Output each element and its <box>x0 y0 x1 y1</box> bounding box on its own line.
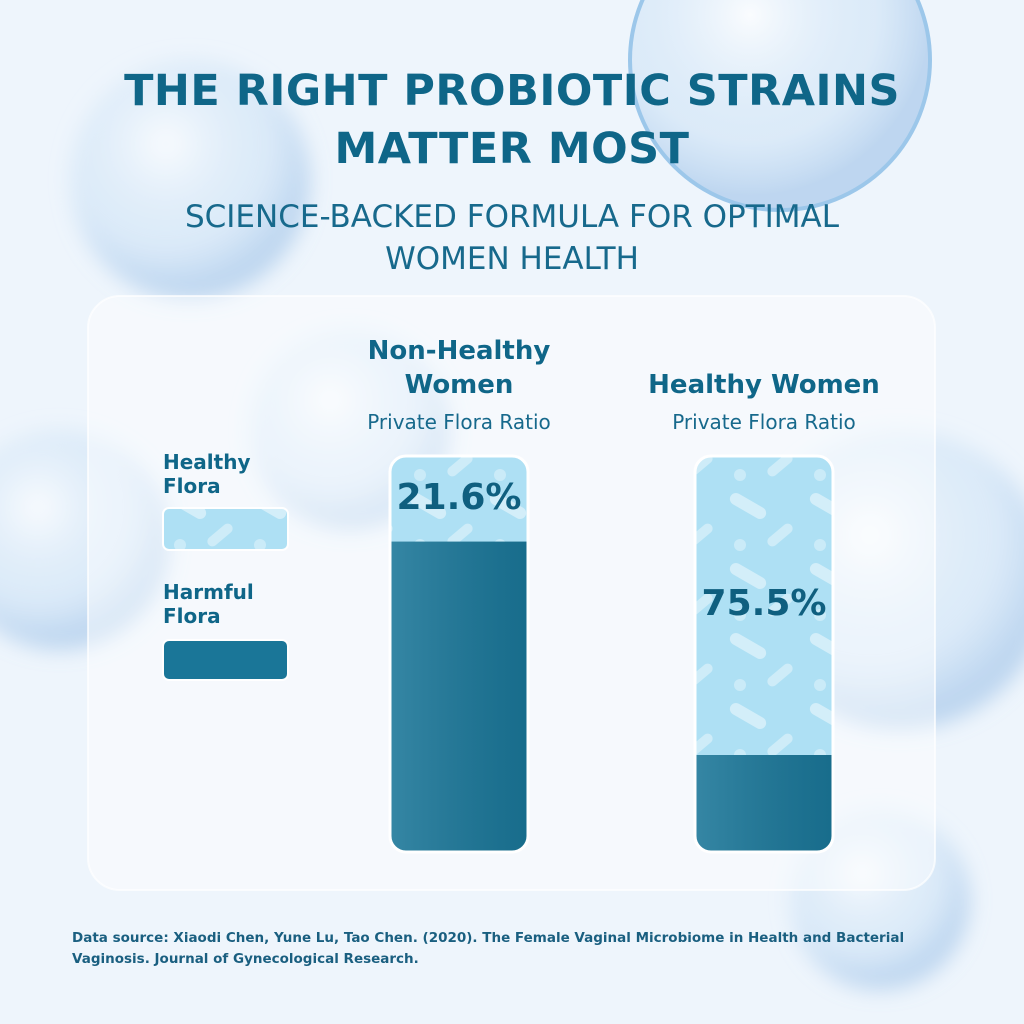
legend-texture <box>163 508 288 550</box>
category-subtitle: Private Flora Ratio <box>367 410 551 434</box>
segment-texture <box>695 456 833 755</box>
segment-texture <box>390 541 528 852</box>
bar-group <box>390 456 528 852</box>
legend-label: Harmful Flora <box>163 580 254 628</box>
subtitle: SCIENCE-BACKED FORMULA FOR OPTIMAL WOMEN… <box>184 199 840 277</box>
value-label: 21.6% <box>396 476 522 518</box>
value-label: 75.5% <box>701 583 827 625</box>
bar-outline <box>693 454 835 854</box>
legend-swatch <box>162 639 289 681</box>
bubble <box>628 0 932 212</box>
bar-outline <box>388 454 530 854</box>
bar-group <box>695 456 833 852</box>
source-note: Data source: Xiaodi Chen, Yune Lu, Tao C… <box>72 930 905 967</box>
category-subtitle: Private Flora Ratio <box>672 410 856 434</box>
segment-texture <box>695 754 833 852</box>
category-label: Non-Healthy Women <box>367 336 551 400</box>
category-label: Healthy Women <box>648 370 880 400</box>
segment-texture <box>390 456 528 542</box>
title: THE RIGHT PROBIOTIC STRAINS MATTER MOST <box>124 66 900 174</box>
legend-label: Healthy Flora <box>163 450 251 498</box>
